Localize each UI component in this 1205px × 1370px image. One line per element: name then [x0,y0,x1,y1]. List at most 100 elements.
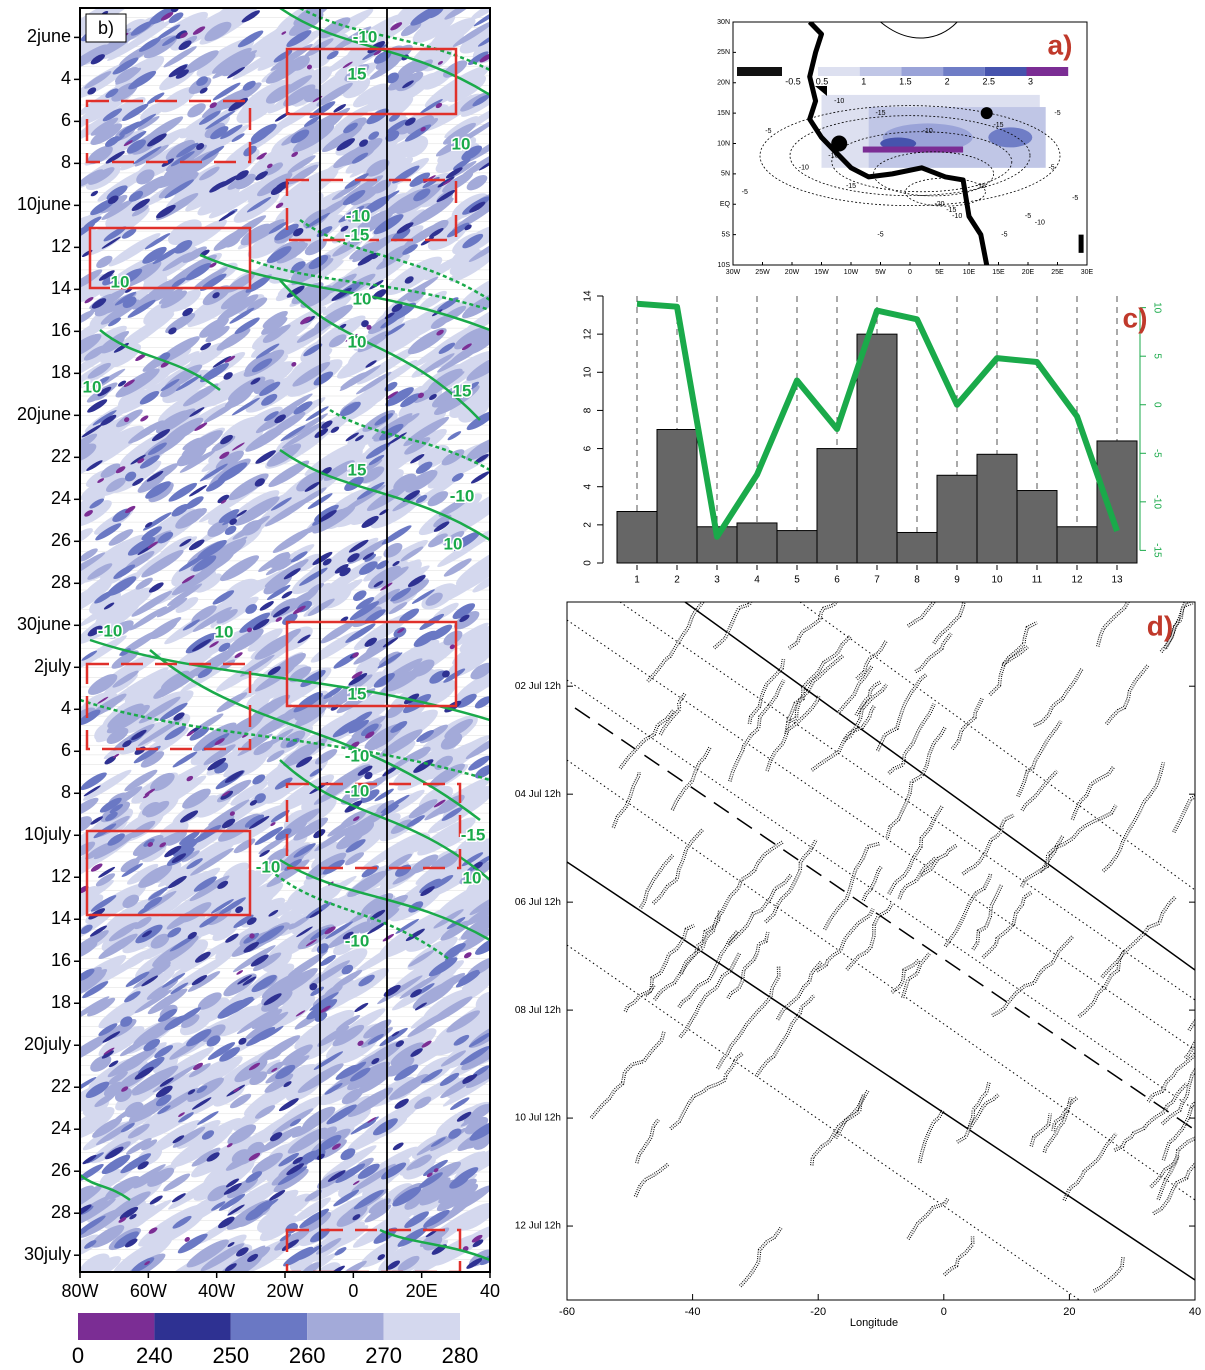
colorbar-cell [985,67,1027,76]
track [655,910,720,999]
y2-tick-label: -15 [1151,543,1162,558]
contour-label: 15 [348,684,367,703]
x-tick-label: 6 [834,575,840,586]
contour-label: -10 [828,152,838,159]
x-tick-label: 3 [714,575,720,586]
track [887,727,945,838]
y-tick-label: 14 [583,290,594,302]
x-tick-label: 9 [954,575,960,586]
track [591,1032,664,1119]
track [635,1164,668,1197]
track [983,893,1031,958]
y-tick-label: 25N [717,49,730,56]
y-tick-label: 16 [51,950,71,970]
colorbar-label: 2 [945,76,950,86]
y-tick-label: 20N [717,80,730,87]
contour-label: -10 [450,486,475,505]
colorbar-label: 0.5 [816,76,829,86]
x-tick-label: 1 [634,575,640,586]
bar [657,430,697,564]
contour-label: -15 [875,110,885,117]
y2-tick-label: 10 [1151,302,1162,314]
island [831,136,847,152]
panel-label: b) [98,18,114,38]
y-tick-label: 2 [583,522,594,528]
colorbar-label: 3 [1028,76,1033,86]
y-tick-label: 28 [51,1202,71,1222]
colorbar-label: 0 [72,1343,84,1368]
track [1064,1134,1116,1201]
contour-label: 15 [453,381,472,400]
track [838,666,872,713]
colorbar-cell [860,67,902,76]
contour-label: -15 [946,207,956,214]
y-tick-label: 10S [718,262,731,269]
bar [1097,441,1137,563]
y-tick-label: 26 [51,530,71,550]
x-tick-label: 10E [963,269,976,276]
track [655,910,720,999]
y-tick-label: 12 [583,328,594,340]
y-tick-label: 5N [721,171,730,178]
x-tick-label: 8 [914,575,920,586]
track [1162,1063,1205,1125]
track [1102,897,1176,978]
x-tick-label: 5 [794,575,800,586]
bar [897,532,937,563]
y2-tick-label: 5 [1151,353,1162,359]
bar [777,531,817,563]
track [921,845,957,875]
colorbar-cell [231,1313,307,1340]
track [856,682,880,715]
track [635,1164,668,1197]
track [990,647,1028,695]
contour-label: -5 [1054,110,1060,117]
x-tick-label: 5W [875,269,886,276]
contour-label: 10 [348,332,367,351]
track [952,697,982,749]
y-tick-label: 6 [583,445,594,451]
track [1034,669,1082,725]
x-tick-label: 25W [755,269,770,276]
colorbar-label: 2.5 [983,76,996,86]
contour-label: -5 [877,231,883,238]
colorbar-label: 280 [442,1343,479,1368]
contour-label: -10 [345,931,370,950]
track [740,1228,781,1286]
contour-label: -5 [1072,195,1078,202]
track [1102,897,1176,978]
track [992,937,1072,1016]
y-tick-label: 14 [51,908,71,928]
contour-label: -10 [256,857,281,876]
contour-label: -10 [353,27,378,46]
colorbar-cell [307,1313,383,1340]
field: -101510-10-15101010101515-1010-101015-10… [45,0,527,1296]
phase-line [575,708,1195,1130]
x-tick-label: 0 [908,269,912,276]
track [920,1110,943,1162]
colorbar-cell [154,1313,230,1340]
y-tick-label: 0 [583,560,594,566]
track [1022,836,1063,887]
track [730,680,784,781]
track [1003,623,1037,666]
track [789,599,839,649]
track [945,873,990,946]
colorbar-label: 240 [136,1343,173,1368]
y-tick-label: 2june [27,26,71,46]
x-tick-label: 4 [754,575,760,586]
x-tick-label: 20W [266,1281,303,1301]
panel-label: c) [1123,302,1148,333]
track [856,682,880,715]
colorbar-cell [737,67,782,76]
track [915,634,951,672]
track [1034,669,1082,725]
track [838,666,872,713]
y-tick-label: 10 [583,366,594,378]
y-tick-label: 5S [721,231,730,238]
contour-label: -10 [834,98,844,105]
y-tick-label: 30N [717,19,730,26]
colorbar-cell [901,67,943,76]
track [920,1110,943,1162]
track [1103,762,1163,871]
